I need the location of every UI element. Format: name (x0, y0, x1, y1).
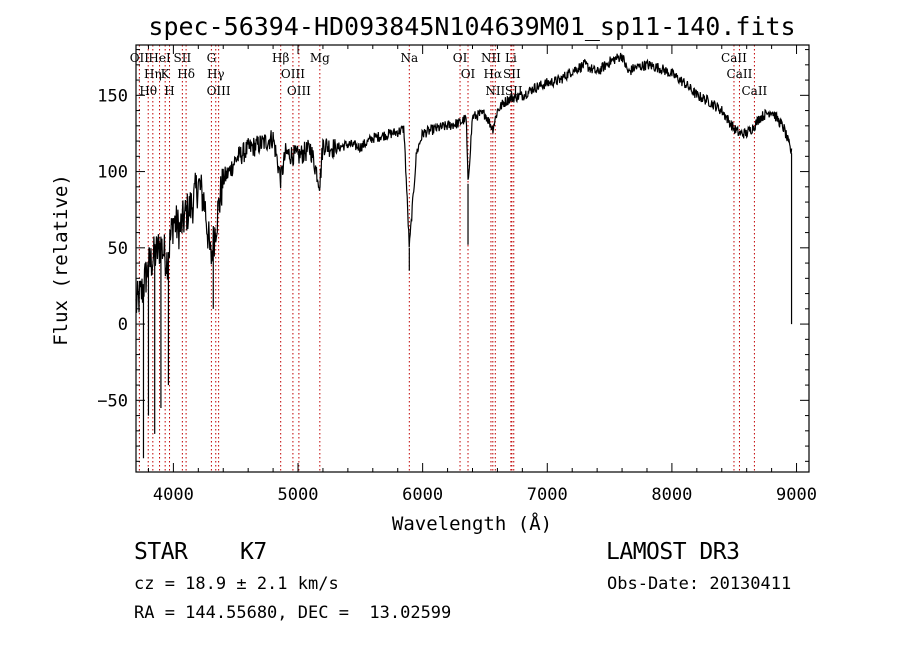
spectral-line-markers (138, 45, 755, 472)
obs-date-text: Obs-Date: 20130411 (607, 574, 792, 594)
line-label: OIII (281, 67, 305, 81)
coordinates-text: RA = 144.55680, DEC = 13.02599 (134, 603, 452, 623)
line-label: Hθ (139, 84, 157, 98)
line-label: Hδ (177, 67, 195, 81)
line-label: Mg (310, 51, 330, 65)
line-label: OI (453, 51, 468, 65)
x-axis: 4000 5000 6000 7000 8000 9000 (147, 45, 817, 505)
object-subclass: K7 (240, 539, 267, 565)
line-label: Hβ (272, 51, 289, 65)
y-tick-label: 100 (97, 163, 128, 183)
line-label: H (164, 84, 174, 98)
line-label: K (161, 67, 171, 81)
line-label: Li (505, 51, 517, 65)
x-tick-label: 4000 (153, 485, 194, 505)
line-label: Hη (144, 67, 162, 81)
y-tick-label: 0 (118, 315, 128, 335)
x-tick-label: 5000 (278, 485, 319, 505)
line-label: OII (130, 51, 150, 65)
line-label: OI (461, 67, 476, 81)
y-tick-label: 50 (108, 239, 128, 259)
line-label: Hα (484, 67, 503, 81)
line-label: CaII (741, 84, 767, 98)
chart-title: spec-56394-HD093845N104639M01_sp11-140.f… (148, 12, 795, 41)
x-axis-label: Wavelength (Å) (392, 512, 552, 535)
redshift-text: cz = 18.9 ± 2.1 km/s (134, 574, 339, 594)
x-tick-label: 7000 (527, 485, 568, 505)
line-label: OIII (207, 84, 231, 98)
x-tick-label: 6000 (402, 485, 443, 505)
y-tick-label: 150 (97, 86, 128, 106)
y-tick-label: −50 (97, 391, 128, 411)
y-axis: −50 0 50 100 150 (97, 49, 809, 462)
line-label: SII (174, 51, 192, 65)
line-label: Hγ (207, 67, 225, 81)
survey-name: LAMOST DR3 (606, 539, 740, 565)
x-tick-label: 9000 (776, 485, 817, 505)
line-label: NII (485, 84, 505, 98)
line-label: G (207, 51, 217, 65)
line-label: Na (400, 51, 418, 65)
line-label: OIII (287, 84, 311, 98)
spectral-line-labels: OII Hη Hθ HeI KH SII Hδ G Hγ OIII Hβ OIII OIII Mg Na OI… (130, 51, 768, 98)
line-label: SII (503, 67, 521, 81)
x-tick-label: 8000 (651, 485, 692, 505)
plot-frame (135, 44, 810, 473)
spectrum-series-line (135, 52, 793, 313)
object-class: STAR (134, 539, 188, 565)
line-label: CaII (727, 67, 753, 81)
y-axis-label: Flux (relative) (50, 174, 72, 346)
line-label: CaII (721, 51, 747, 65)
line-label: HeI (148, 51, 171, 65)
line-label: NII (481, 51, 501, 65)
